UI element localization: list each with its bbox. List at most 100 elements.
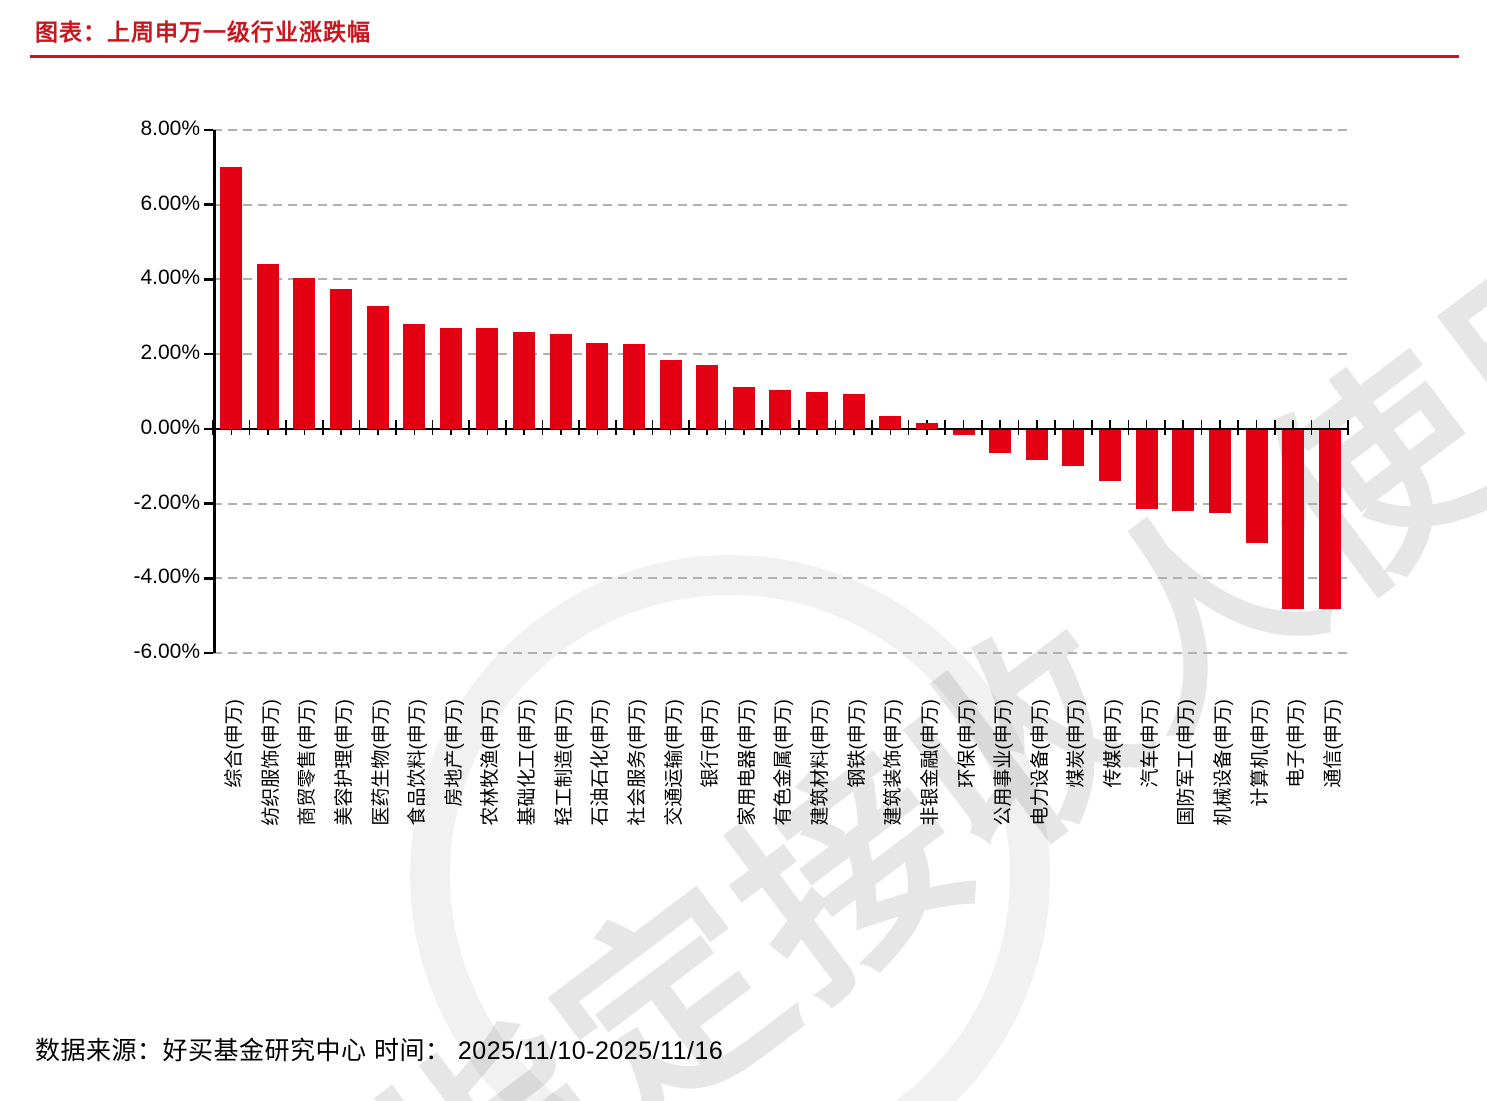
- x-axis-tick: [1145, 420, 1148, 435]
- bar-汽车(申万): [1135, 430, 1158, 509]
- y-axis-label-2: 2.00%: [140, 341, 200, 365]
- y-axis-tick--4: [204, 577, 213, 580]
- bar-有色金属(申万): [769, 389, 792, 429]
- y-axis-tick--6: [204, 651, 213, 655]
- gridline--6pct: [213, 651, 1348, 654]
- x-axis-tick: [505, 420, 507, 435]
- x-axis-tick: [212, 420, 214, 435]
- x-axis-label-text: 公用事业(申万): [993, 699, 1015, 826]
- bar-社会服务(申万): [622, 343, 645, 429]
- bar-医药生物(申万): [366, 305, 389, 429]
- bar-农林牧渔(申万): [476, 327, 499, 429]
- x-axis-tick: [1310, 420, 1313, 435]
- x-axis-tick: [1347, 420, 1349, 435]
- x-axis-tick: [871, 420, 873, 435]
- gridline--2pct: [213, 502, 1348, 505]
- x-axis-label-text: 基础化工(申万): [517, 699, 539, 826]
- x-axis-label-text: 环保(申万): [956, 699, 978, 788]
- bar-电力设备(申万): [1025, 430, 1048, 460]
- x-axis-label-text: 非银金融(申万): [919, 699, 941, 826]
- x-axis-tick: [1127, 420, 1130, 435]
- x-axis-tick: [1054, 420, 1056, 435]
- x-axis-tick: [1328, 420, 1331, 435]
- x-axis-tick: [358, 420, 361, 435]
- x-axis-label-text: 纺织服饰(申万): [260, 699, 282, 826]
- y-axis-tick-2: [204, 352, 213, 356]
- x-axis-label-text: 交通运输(申万): [663, 699, 685, 826]
- x-axis-tick: [248, 420, 251, 435]
- chart-title: 图表：上周申万一级行业涨跌幅: [35, 19, 371, 45]
- y-axis-label-4: 4.00%: [140, 266, 200, 290]
- x-axis-label-text: 国防军工(申万): [1176, 699, 1198, 826]
- x-axis-tick: [724, 420, 727, 435]
- y-axis-label-0: 0.00%: [140, 415, 200, 439]
- x-axis-label-text: 汽车(申万): [1139, 699, 1161, 788]
- x-axis-tick: [1255, 420, 1258, 435]
- x-axis-label-text: 机械设备(申万): [1213, 699, 1234, 826]
- bar-通信(申万): [1318, 430, 1341, 610]
- x-axis-tick: [1182, 420, 1185, 435]
- x-axis-tick: [981, 420, 983, 435]
- y-axis-label-8: 8.00%: [140, 116, 200, 140]
- bar-建筑材料(申万): [806, 392, 829, 429]
- y-axis-line: [213, 129, 216, 653]
- bar-家用电器(申万): [732, 386, 755, 429]
- x-axis-tick: [1017, 420, 1020, 435]
- gridline-8pct: [213, 128, 1348, 131]
- x-axis-tick: [1292, 420, 1294, 435]
- x-axis-label-text: 医药生物(申万): [370, 699, 392, 826]
- x-axis-label-text: 食品饮料(申万): [407, 699, 429, 826]
- x-axis-tick: [1090, 420, 1093, 435]
- bar-环保(申万): [952, 430, 975, 435]
- title-divider-line: [30, 55, 1459, 58]
- x-axis-label-text: 建筑材料(申万): [810, 699, 832, 826]
- x-axis-label-text: 综合(申万): [224, 699, 245, 788]
- x-axis-label-text: 计算机(申万): [1249, 699, 1271, 807]
- bar-轻工制造(申万): [549, 333, 572, 429]
- y-axis-label--2: -2.00%: [133, 490, 200, 514]
- x-axis-tick: [468, 420, 471, 435]
- bar-计算机(申万): [1245, 430, 1268, 543]
- bar-交通运输(申万): [659, 359, 682, 429]
- x-axis-tick: [1200, 420, 1203, 435]
- bar-综合(申万): [220, 167, 242, 429]
- x-axis-label-text: 家用电器(申万): [736, 699, 758, 826]
- bar-商贸零售(申万): [293, 277, 316, 429]
- x-axis-label-text: 农林牧渔(申万): [480, 699, 502, 826]
- bar-房地产(申万): [439, 327, 462, 429]
- x-axis-label-text: 传媒(申万): [1103, 699, 1125, 788]
- y-axis-tick-0: [204, 427, 213, 431]
- bar-电子(申万): [1282, 430, 1305, 610]
- x-axis-label-text: 钢铁(申万): [846, 699, 868, 788]
- x-axis-tick: [431, 420, 434, 435]
- y-axis-label--6: -6.00%: [133, 639, 200, 663]
- bar-纺织服饰(申万): [256, 264, 279, 429]
- bar-传媒(申万): [1099, 430, 1122, 481]
- gridline-6pct: [213, 203, 1348, 206]
- x-axis-tick: [1109, 420, 1111, 435]
- x-axis-label-text: 社会服务(申万): [626, 699, 648, 826]
- x-axis-tick: [651, 420, 654, 435]
- x-axis-label-text: 轻工制造(申万): [553, 699, 575, 826]
- x-axis-tick: [1219, 420, 1221, 435]
- bar-石油石化(申万): [586, 342, 609, 429]
- bar-银行(申万): [696, 365, 719, 429]
- bar-机械设备(申万): [1209, 430, 1231, 514]
- x-axis-tick: [1164, 420, 1166, 435]
- x-axis-label-text: 通信(申万): [1322, 699, 1344, 788]
- y-axis-tick-8: [204, 128, 213, 132]
- x-axis-tick: [761, 420, 763, 435]
- x-axis-label-text: 房地产(申万): [443, 699, 465, 807]
- x-axis-tick: [614, 420, 617, 435]
- y-axis-tick--2: [204, 502, 213, 505]
- y-axis-label-6: 6.00%: [140, 191, 200, 215]
- gridline-2pct: [213, 353, 1348, 356]
- bar-非银金融(申万): [915, 423, 938, 429]
- x-axis-tick: [322, 420, 324, 435]
- x-axis-label-text: 电子(申万): [1286, 699, 1308, 788]
- data-source-note: 数据来源：好买基金研究中心 时间： 2025/11/10-2025/11/16: [35, 1037, 724, 1065]
- x-axis-tick: [1072, 420, 1075, 435]
- x-axis-tick: [1035, 420, 1038, 435]
- x-axis-label-text: 有色金属(申万): [773, 699, 795, 826]
